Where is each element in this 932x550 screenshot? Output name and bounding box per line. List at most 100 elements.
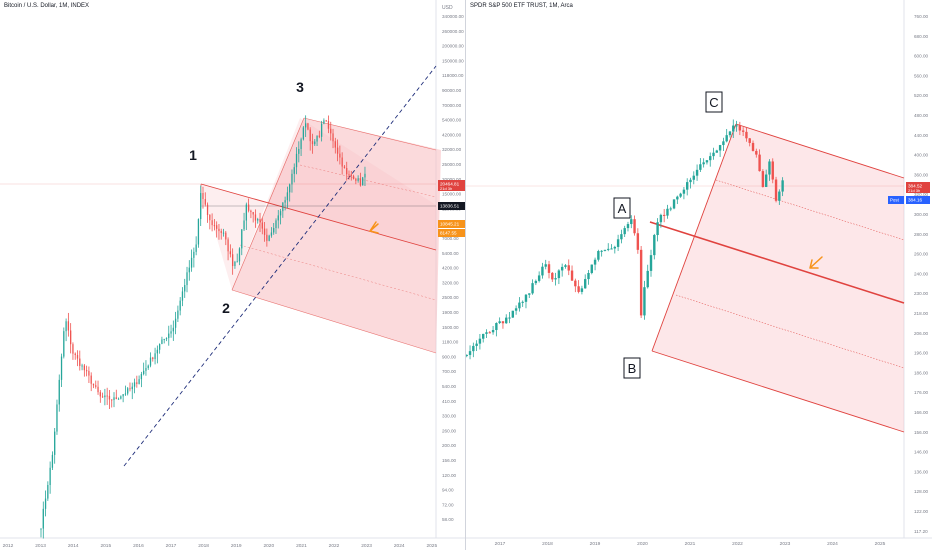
candle-body bbox=[56, 404, 58, 432]
time-tick-label: 2023 bbox=[780, 541, 791, 547]
candle-body bbox=[751, 142, 755, 151]
price-badge-countdown: 21d 3h bbox=[440, 186, 452, 191]
price-tick-label: 680.00 bbox=[914, 34, 928, 39]
price-tick-label: 3200.00 bbox=[442, 280, 459, 285]
candle-body bbox=[514, 308, 518, 311]
wave-label-box-A bbox=[613, 197, 631, 219]
price-tick-label: 128.00 bbox=[914, 489, 928, 494]
candle-body bbox=[152, 357, 154, 360]
candle-body bbox=[547, 264, 551, 273]
candle-body bbox=[133, 382, 136, 387]
candle-body bbox=[186, 272, 188, 286]
candle-body bbox=[534, 280, 538, 284]
candle-body bbox=[161, 339, 163, 345]
candle-body bbox=[327, 120, 330, 129]
spy-chart-pane[interactable]: 760.00 680.00 600.00 560.00 520.00 480.00 440.… bbox=[466, 0, 932, 550]
candle-body bbox=[524, 294, 528, 302]
time-tick-label: 2022 bbox=[732, 541, 743, 547]
candle-body bbox=[177, 310, 179, 319]
price-tick-label: 58.00 bbox=[442, 517, 454, 522]
time-tick-label: 2019 bbox=[231, 543, 242, 549]
bitcoin-chart-pane[interactable]: USD 340000.00 260000.00 200000.00 150000.00 1… bbox=[0, 0, 466, 550]
candle-body bbox=[113, 397, 115, 401]
candle-body bbox=[551, 272, 554, 280]
candle-body bbox=[682, 189, 686, 194]
price-tick-label: 230.00 bbox=[914, 291, 928, 296]
price-tick-label: 900.00 bbox=[442, 354, 456, 359]
candle-body bbox=[735, 125, 738, 127]
candle-body bbox=[709, 156, 712, 161]
price-tick-label: 122.00 bbox=[914, 509, 928, 514]
candle-body bbox=[478, 338, 482, 344]
candle-body bbox=[158, 344, 161, 350]
candle-body bbox=[136, 382, 138, 384]
price-tick-label: 700.00 bbox=[442, 369, 456, 374]
candle-body bbox=[653, 235, 656, 256]
candle-body bbox=[630, 219, 633, 225]
price-tick-label: 150000.00 bbox=[442, 58, 464, 63]
candle-body bbox=[781, 180, 784, 192]
candle-body bbox=[485, 332, 488, 334]
price-tick-label: 5400.00 bbox=[442, 251, 459, 256]
candle-body bbox=[518, 302, 521, 309]
candle-body bbox=[218, 228, 220, 232]
candle-body bbox=[359, 178, 362, 186]
candle-body bbox=[111, 399, 113, 401]
post-tag bbox=[888, 196, 904, 204]
candle-body bbox=[728, 131, 732, 136]
candle-body bbox=[679, 193, 682, 197]
candle-body bbox=[85, 370, 88, 372]
bitcoin-chart[interactable]: USD 340000.00 260000.00 200000.00 150000.00 1… bbox=[0, 0, 466, 550]
candle-body bbox=[623, 228, 626, 235]
spy-chart-title: SPDR S&P 500 ETF TRUST, 1M, Arca bbox=[470, 3, 573, 9]
candle-body bbox=[593, 259, 597, 265]
candle-body bbox=[314, 141, 316, 145]
candle-body bbox=[270, 232, 273, 236]
candle-body bbox=[521, 301, 524, 303]
candle-body bbox=[466, 354, 468, 356]
candle-body bbox=[193, 251, 195, 258]
candle-body bbox=[190, 257, 193, 268]
candle-body bbox=[54, 431, 56, 455]
candle-body bbox=[472, 345, 475, 352]
time-tick-label: 2020 bbox=[263, 543, 274, 549]
candle-body bbox=[279, 211, 282, 216]
candle-body bbox=[229, 251, 232, 255]
price-tick-label: 196.00 bbox=[914, 351, 928, 356]
time-tick-label: 2021 bbox=[685, 541, 696, 547]
time-tick-label: 2024 bbox=[827, 541, 838, 547]
candle-body bbox=[156, 349, 159, 354]
candle-body bbox=[362, 177, 364, 186]
candle-body bbox=[172, 327, 174, 332]
candle-body bbox=[245, 204, 247, 221]
candle-body bbox=[560, 266, 564, 271]
spy-chart[interactable]: 760.00 680.00 600.00 560.00 520.00 480.00 440.… bbox=[466, 0, 932, 550]
candle-body bbox=[695, 169, 699, 176]
pitchfork-inner-fill bbox=[201, 118, 436, 290]
candle-body bbox=[669, 208, 672, 210]
price-tick-label: 20000.00 bbox=[442, 177, 462, 182]
candle-body bbox=[355, 178, 357, 181]
price-tick-label: 200000.00 bbox=[442, 44, 464, 49]
candle-body bbox=[334, 141, 336, 148]
candle-body bbox=[143, 370, 145, 374]
candle-body bbox=[70, 330, 72, 345]
pitchfork-lower-line bbox=[651, 350, 905, 433]
candle-body bbox=[531, 283, 534, 294]
candle-body bbox=[200, 193, 202, 220]
candle-body bbox=[108, 395, 111, 400]
price-badge bbox=[438, 229, 465, 237]
candle-body bbox=[332, 133, 334, 142]
price-tick-label: 4200.00 bbox=[442, 266, 459, 271]
price-tick-label: 340000.00 bbox=[442, 14, 464, 19]
candle-body bbox=[298, 148, 300, 154]
candle-body bbox=[154, 353, 156, 360]
candle-body bbox=[689, 179, 692, 183]
price-tick-label: 540.00 bbox=[442, 384, 456, 389]
candle-body bbox=[252, 212, 254, 215]
candle-body bbox=[129, 388, 131, 390]
wave-label-A: A bbox=[618, 201, 627, 216]
price-tick-label: 1500.00 bbox=[442, 325, 459, 330]
price-tick-label: 146.00 bbox=[914, 450, 928, 455]
price-tick-label: 136.00 bbox=[914, 469, 928, 474]
